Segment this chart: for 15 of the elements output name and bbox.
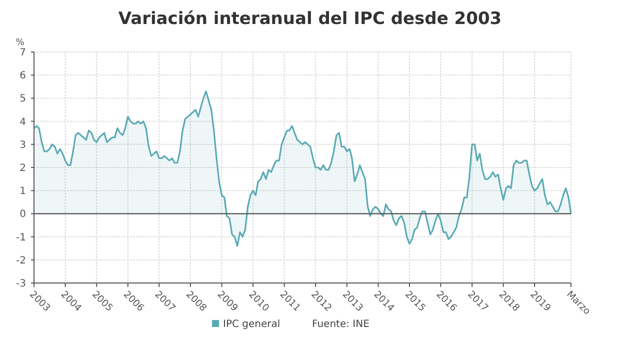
y-tick-label: 3 xyxy=(20,140,26,151)
y-tick-label: 0 xyxy=(20,209,26,220)
y-tick-label: 7 xyxy=(20,48,26,58)
y-tick-label: 1 xyxy=(20,186,26,198)
y-tick-label: 5 xyxy=(20,94,26,105)
y-tick-label: -3 xyxy=(16,278,26,290)
chart-title: Variación interanual del IPC desde 2003 xyxy=(118,9,502,29)
y-tick-label: 4 xyxy=(20,116,26,128)
y-tick-label: -2 xyxy=(16,255,26,266)
y-tick-label: 2 xyxy=(20,163,26,174)
legend-label: IPC general xyxy=(223,319,280,330)
source-note: Fuente: INE xyxy=(312,319,370,330)
y-axis-title: % xyxy=(16,38,25,48)
y-tick-label: 6 xyxy=(20,70,26,82)
y-tick-label: -1 xyxy=(16,232,26,244)
